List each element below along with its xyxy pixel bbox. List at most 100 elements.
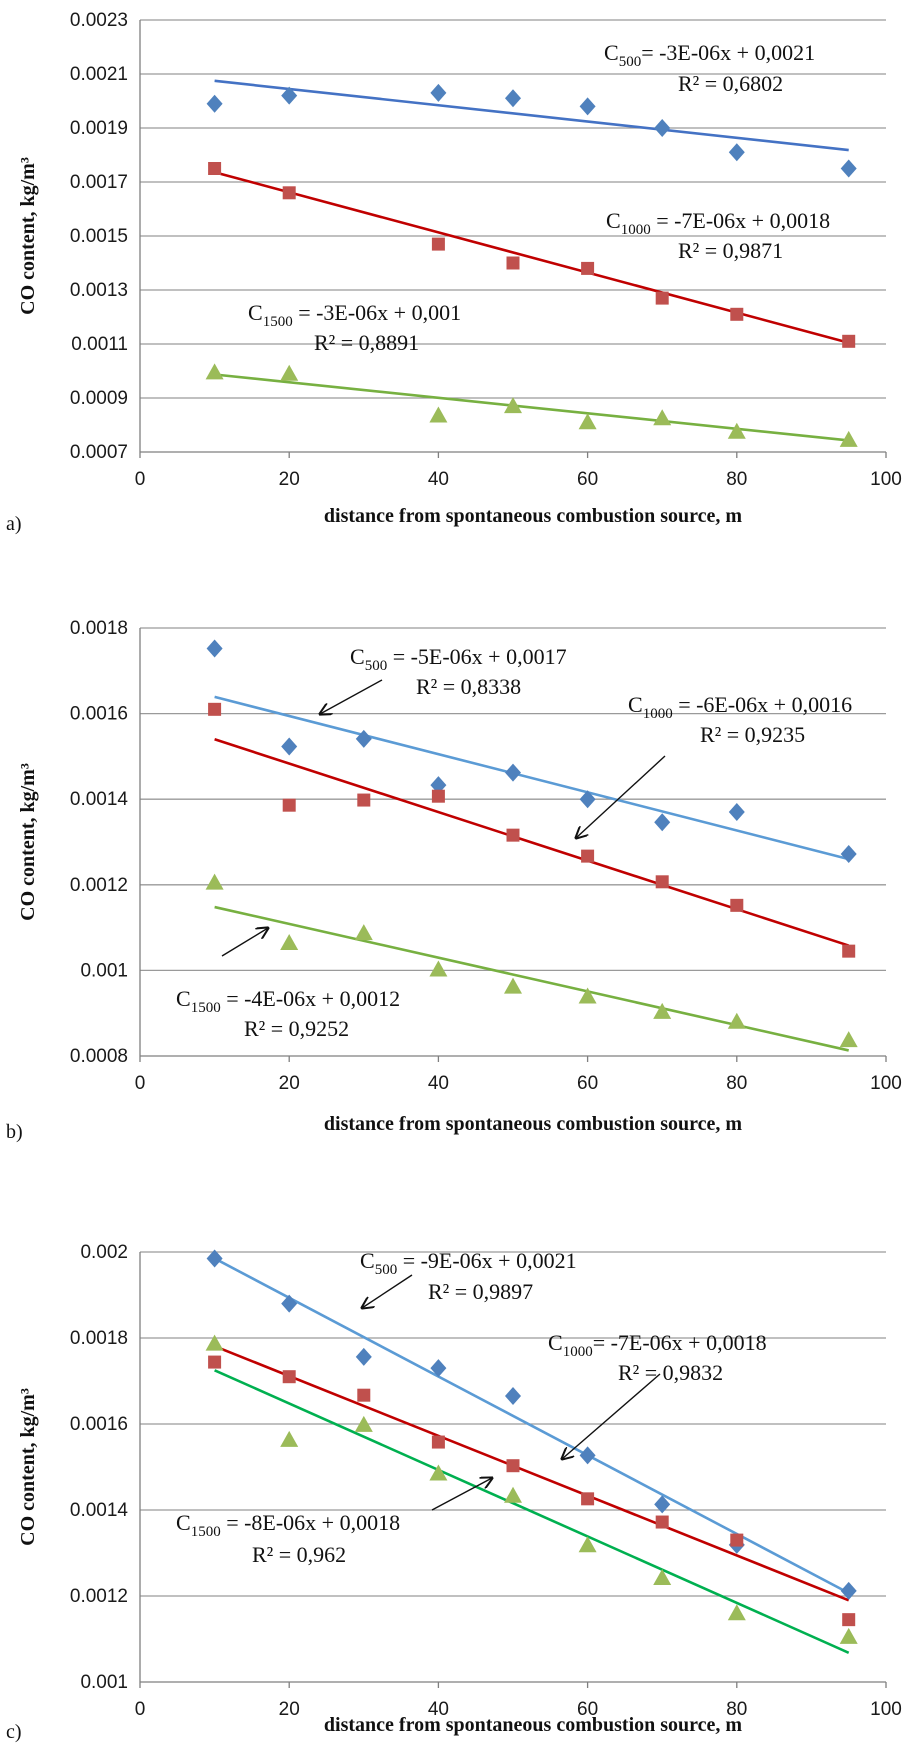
chart-panel-b: 0.0008 0.001 0.0012 0.0014 0.0016 0.0018 0 20 40… [6,618,902,1143]
equation-text: C500= -3E-06x + 0,0021 [604,40,815,70]
y-tick-label: 0.0007 [70,442,128,463]
data-point-c500 [355,729,372,748]
r-squared-text: R² = 0,8338 [416,674,521,699]
panel-label: c) [6,1721,22,1743]
data-point-c1000 [842,334,856,348]
x-tick-label: 80 [726,1073,747,1094]
data-point-c1000 [357,1388,371,1402]
y-tick-label: 0.0012 [70,1586,128,1607]
equation-label-c500: C500 = -9E-06x + 0,0021 R² = 0,9897 [360,1248,577,1304]
equation-text: C500 = -9E-06x + 0,0021 [360,1248,577,1278]
data-point-c500 [840,844,857,863]
y-tick-label: 0.0018 [70,1328,128,1349]
data-point-c1500 [280,364,299,381]
x-tick-label: 0 [135,469,146,490]
r-squared-text: R² = 0,9252 [244,1016,349,1041]
y-axis-label: CO content, kg/m³ [17,763,39,921]
data-point-c1500 [578,1536,597,1553]
x-tick-label: 20 [279,1699,300,1720]
data-point-c500 [579,97,596,116]
panel-label: a) [6,513,22,535]
data-point-c1000 [431,789,445,803]
data-point-c1000 [208,702,222,716]
data-point-c1000 [208,162,222,175]
data-point-c1500 [280,934,299,951]
data-point-c500 [505,89,521,108]
data-point-c1500 [429,960,448,977]
x-tick-label: 20 [279,1073,300,1094]
y-tick-label: 0.0016 [70,1414,128,1435]
equation-text: C1000= -7E-06x + 0,0018 [548,1330,767,1360]
equation-label-c1000: C1000 = -6E-06x + 0,0016 R² = 0,9235 [628,692,852,747]
equation-text: C500 = -5E-06x + 0,0017 [350,644,567,674]
data-point-c1000 [282,1370,296,1384]
y-tick-label: 0.001 [80,1672,128,1693]
y-tick-label: 0.0013 [70,280,128,301]
r-squared-text: R² = 0,9871 [678,238,783,263]
data-point-c500 [430,83,447,102]
equation-text: C1500 = -3E-06x + 0,001 [248,300,461,330]
y-tick-label: 0.0023 [70,10,128,31]
equation-label-c1500: C1500 = -8E-06x + 0,0018 R² = 0,962 [176,1510,400,1567]
r-squared-text: R² = 0,6802 [678,71,783,96]
x-tick-label: 80 [726,469,747,490]
data-point-c1000 [730,307,744,321]
x-axis-label: distance from spontaneous combustion sou… [324,1714,743,1736]
x-tick-label: 40 [428,1073,449,1094]
data-point-c1500 [839,1031,858,1048]
x-tick-label: 20 [279,469,300,490]
data-point-c1500 [578,413,597,430]
data-point-c500 [728,143,745,162]
y-tick-label: 0.0019 [70,118,128,139]
data-point-c1500 [205,1334,224,1351]
data-point-c1500 [727,1012,746,1029]
y-tick-label: 0.0021 [70,64,128,85]
data-point-c1000 [506,828,520,842]
data-point-c1500 [653,1002,672,1019]
data-point-c1000 [842,1613,856,1627]
trendline-c500 [214,695,850,861]
x-tick-label: 60 [577,469,598,490]
r-squared-text: R² = 0,962 [252,1542,346,1567]
pointer-arrow [362,1274,413,1308]
y-tick-label: 0.0011 [71,334,128,355]
data-point-c500 [206,1249,223,1268]
data-point-c1500 [653,409,672,426]
y-tick-label: 0.0014 [70,1500,129,1521]
data-point-c500 [840,1581,857,1600]
data-point-c1500 [280,1430,299,1447]
data-point-c1500 [504,1486,522,1503]
data-point-c1500 [839,1627,858,1644]
data-point-c500 [654,813,671,832]
data-point-c1000 [506,256,520,270]
data-point-c500 [430,776,447,795]
data-point-c500 [281,737,298,756]
x-tick-label: 0 [135,1073,146,1094]
data-point-c500 [654,1495,671,1514]
trendline-c1500 [214,373,849,442]
data-point-c1500 [205,873,224,890]
pointer-arrow [576,755,666,838]
data-point-c1000 [357,793,371,807]
x-tick-label: 100 [870,1073,902,1094]
data-point-c1500 [578,987,597,1004]
data-point-c1000 [431,1435,445,1449]
trendline-c1000 [214,1344,850,1602]
data-point-c500 [430,1359,447,1378]
chart-panel-c: 0.001 0.0012 0.0014 0.0016 0.0018 0.002 0 20 40 6… [6,1242,902,1743]
data-point-c1500 [429,1464,448,1481]
data-point-c1500 [354,1415,373,1432]
data-point-c1500 [429,406,448,423]
data-point-c500 [281,86,298,105]
trendline-c1000 [214,738,850,947]
data-point-c1000 [581,1492,595,1506]
equation-label-c1000: C1000 = -7E-06x + 0,0018 R² = 0,9871 [606,208,830,263]
y-tick-label: 0.0018 [70,618,128,639]
data-point-c1500 [727,422,746,439]
trendline-c1500 [214,1369,850,1654]
data-point-c1000 [506,1459,520,1473]
equation-label-c500: C500 = -5E-06x + 0,0017 R² = 0,8338 [350,644,567,699]
equation-text: C1500 = -4E-06x + 0,0012 [176,986,400,1016]
data-point-c1000 [581,261,595,275]
